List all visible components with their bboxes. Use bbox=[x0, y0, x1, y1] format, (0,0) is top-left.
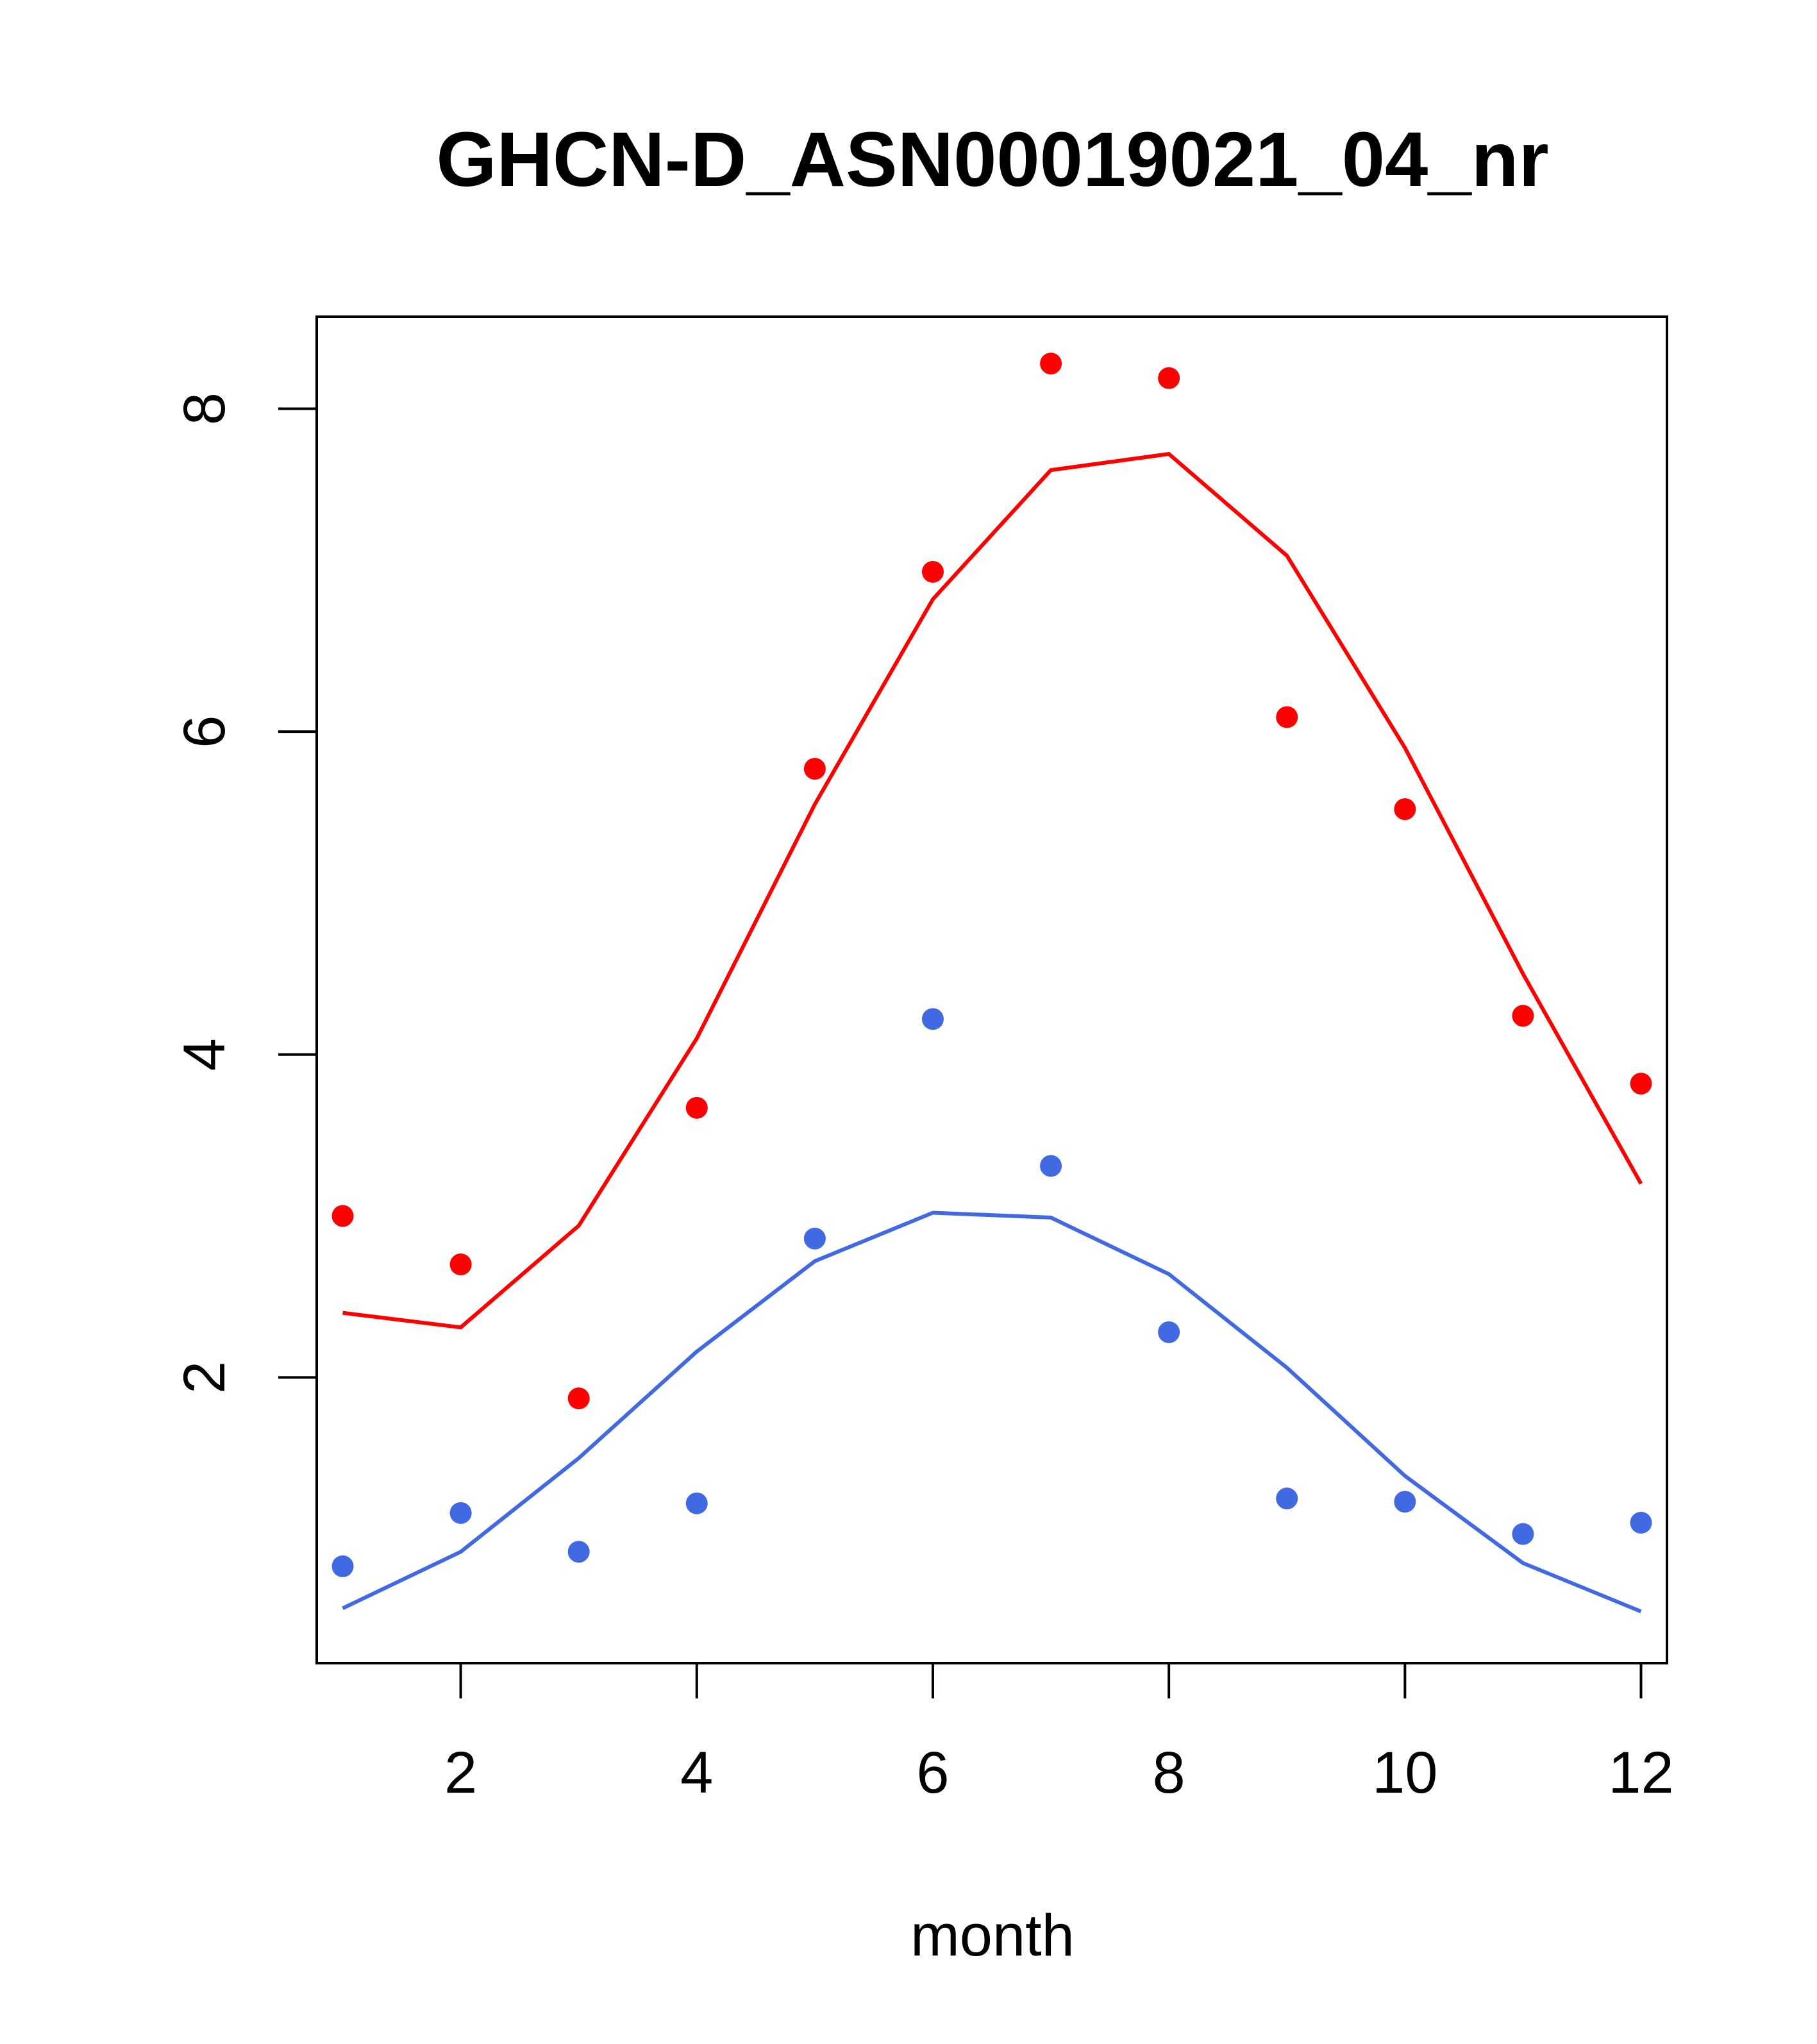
series-2-point bbox=[1158, 1321, 1180, 1343]
series-1-point bbox=[1276, 706, 1298, 728]
series-2-point bbox=[1394, 1491, 1416, 1513]
series-1-point bbox=[449, 1253, 472, 1276]
plot-layer: 2 4 6 8 10 12 2 4 6 8 bbox=[172, 315, 1674, 1805]
series-2-point bbox=[567, 1541, 590, 1563]
series-1-point bbox=[1394, 798, 1416, 820]
x-tick-label: 10 bbox=[1372, 1740, 1437, 1805]
y-tick-label: 4 bbox=[172, 1038, 237, 1071]
series-2-point bbox=[1276, 1487, 1298, 1510]
chart-title: GHCN-D_ASN00019021_04_nr bbox=[436, 115, 1548, 203]
series-2-point bbox=[331, 1555, 354, 1577]
series-2-point bbox=[1040, 1155, 1062, 1177]
series-2-line bbox=[342, 1210, 1642, 1614]
series-2-point bbox=[685, 1492, 708, 1514]
x-tick-label: 12 bbox=[1608, 1740, 1673, 1805]
series-1-point bbox=[331, 1205, 354, 1227]
x-tick-label: 2 bbox=[444, 1740, 477, 1805]
y-tick-label: 6 bbox=[172, 716, 237, 748]
series-2-point bbox=[921, 1008, 944, 1030]
x-axis-label: month bbox=[910, 1903, 1075, 1968]
series-1-line bbox=[342, 452, 1643, 1330]
series-1-point bbox=[1512, 1005, 1534, 1027]
plot-frame bbox=[315, 315, 1668, 1664]
series-2-point bbox=[449, 1502, 472, 1524]
series-1-point bbox=[1040, 353, 1062, 375]
x-tick-label: 6 bbox=[916, 1740, 949, 1805]
x-tick-label: 4 bbox=[680, 1740, 713, 1805]
y-tick-label: 2 bbox=[172, 1361, 237, 1394]
series-1-point bbox=[803, 758, 826, 780]
series-1-point bbox=[1630, 1073, 1652, 1095]
series-1-point bbox=[921, 560, 944, 583]
series-2-point bbox=[803, 1227, 826, 1250]
y-tick-label: 8 bbox=[172, 392, 237, 425]
series-1-point bbox=[1158, 367, 1180, 389]
series-1-point bbox=[685, 1096, 708, 1119]
series-2-point bbox=[1630, 1511, 1652, 1534]
x-tick-label: 8 bbox=[1153, 1740, 1185, 1805]
series-1-point bbox=[567, 1387, 590, 1410]
series-2-point bbox=[1512, 1523, 1534, 1545]
